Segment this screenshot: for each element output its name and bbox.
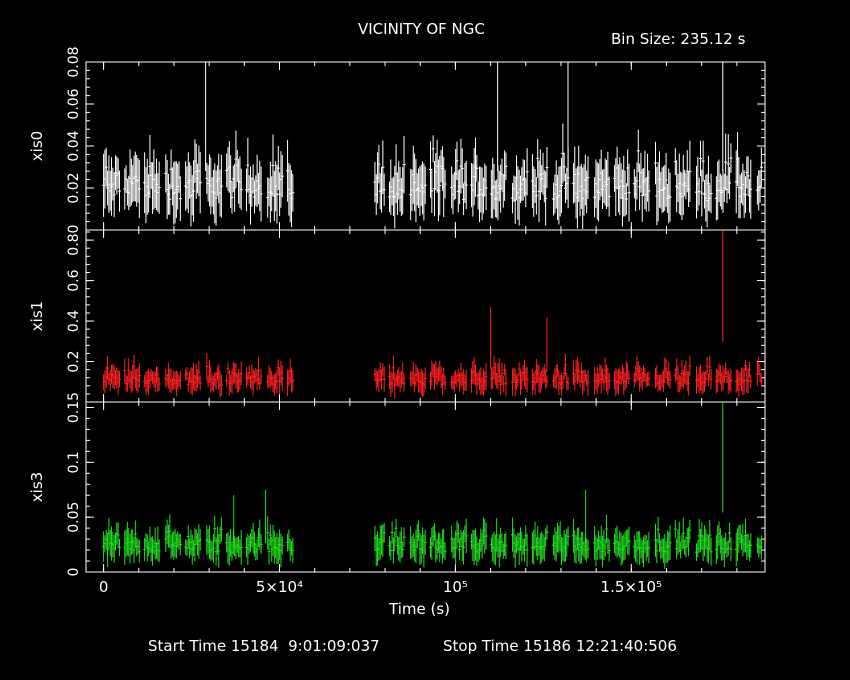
y-axis-label-xis1: xis1 [28,301,46,331]
x-axis-label: Time (s) [389,600,450,618]
y-axis-label-xis0: xis0 [28,131,46,161]
bin-size-label: Bin Size: 235.12 s [611,30,746,48]
panel-frame-xis3 [85,401,766,573]
y-tick-label-xis1: 0.2 [66,350,82,372]
y-tick-label-xis3: 0 [66,568,82,577]
x-tick-label: 10⁵ [443,578,468,596]
y-tick-label-xis3: 0.15 [66,392,82,423]
y-tick-label-xis0: 0.02 [66,172,82,203]
y-tick-label-xis3: 0.05 [66,502,82,533]
stop-time-label: Stop Time 15186 12:21:40:506 [443,637,677,655]
y-tick-label-xis3: 0.1 [66,451,82,473]
y-tick-label-xis1: 0.80 [66,225,82,256]
y-tick-label-xis0: 0.06 [66,88,82,119]
y-tick-label-xis1: 0.6 [66,269,82,291]
y-axis-label-xis3: xis3 [28,472,46,502]
x-tick-label: 5×10⁴ [256,578,303,596]
y-tick-label-xis0: 0.04 [66,130,82,161]
x-tick-label: 0 [99,578,109,596]
y-tick-label-xis0: 0.08 [66,46,82,77]
y-tick-label-xis1: 0.4 [66,310,82,332]
start-time-label: Start Time 15184 9:01:09:037 [148,637,380,655]
x-tick-label: 1.5×10⁵ [601,578,663,596]
chart-title: VICINITY OF NGC [358,20,485,38]
